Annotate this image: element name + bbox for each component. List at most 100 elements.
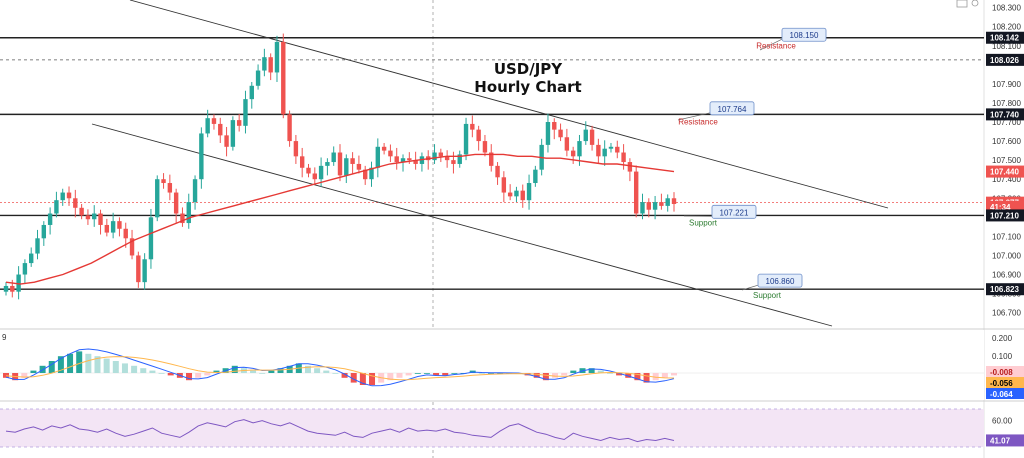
macd-bar-58 [533, 373, 540, 378]
macd-bar-64 [588, 368, 595, 373]
macd-bar-48 [442, 373, 449, 376]
candle-body-25 [161, 179, 166, 184]
macd-bar-18 [167, 373, 174, 376]
candle-body-60 [381, 146, 387, 151]
macd-panel: 9 0.200 0.100 -0.008 -0.056 -0.064 [0, 330, 1024, 400]
candle-body-39 [249, 85, 254, 100]
macd-bar-54 [497, 373, 504, 374]
macd-bar-13 [121, 363, 128, 373]
candle-body-28 [180, 213, 185, 224]
macd-bar-20 [186, 373, 193, 381]
macd-bar-61 [561, 373, 568, 376]
candle-body-95 [602, 148, 607, 157]
macd-bar-21 [195, 373, 202, 378]
macd-bar-70 [643, 373, 650, 383]
candle-body-83 [526, 183, 532, 201]
macd-bar-10 [94, 356, 101, 373]
macd-bar-52 [478, 373, 485, 374]
price-tag-bg-2 [986, 108, 1024, 121]
candle-body-55 [350, 158, 355, 164]
candle-body-106 [671, 198, 677, 204]
candle-body-26 [167, 183, 173, 193]
rsi-panel: 60.00 41.07 [0, 408, 1024, 448]
candle-body-44 [281, 41, 286, 115]
candle-body-98 [621, 152, 626, 163]
candle-body-49 [312, 173, 317, 180]
candle-body-100 [633, 171, 639, 214]
rsi-tick-0: 60.00 [992, 417, 1013, 426]
candle-body-47 [299, 156, 305, 168]
candle-body-97 [615, 146, 620, 153]
candle-body-103 [652, 202, 658, 210]
gear-icon[interactable] [971, 0, 979, 7]
candle-body-75 [476, 129, 481, 142]
candle-body-16 [104, 224, 110, 233]
candle-body-6 [41, 224, 47, 239]
price-tick-11: 107.100 [992, 232, 1021, 241]
macd-bar-25 [231, 365, 238, 373]
price-tick-15: 106.700 [992, 309, 1021, 318]
candle-body-94 [596, 144, 601, 157]
candle-body-45 [287, 114, 292, 142]
macd-tag-1: -0.056 [990, 379, 1013, 388]
macd-line [5, 348, 675, 387]
price-tick-5: 107.700 [992, 118, 1021, 127]
callout-box-1 [709, 101, 755, 116]
candle-body-77 [489, 152, 494, 166]
annotation-resistance-0: Resistance [756, 42, 796, 51]
candle-body-10 [66, 192, 72, 199]
macd-bar-39 [359, 373, 366, 385]
macd-tag-2: -0.064 [990, 390, 1013, 399]
candle-body-78 [495, 165, 500, 178]
macd-bar-37 [341, 373, 348, 378]
candle-body-29 [186, 202, 191, 224]
price-tag-2: 107.740 [990, 110, 1019, 119]
macd-bar-46 [423, 373, 430, 374]
macd-bar-23 [213, 370, 220, 373]
candle-body-51 [325, 162, 330, 166]
settings-icon[interactable] [956, 0, 968, 8]
candle-body-71 [451, 160, 456, 164]
price-tick-0: 108.300 [992, 4, 1021, 13]
macd-bar-43 [396, 373, 403, 378]
candle-body-59 [375, 146, 381, 168]
macd-bar-7 [67, 353, 74, 373]
price-tick-7: 107.500 [992, 156, 1021, 165]
price-tick-6: 107.600 [992, 137, 1021, 146]
candle-body-48 [306, 167, 311, 174]
chart-title-line2: Hourly Chart [474, 78, 581, 96]
candle-body-101 [640, 202, 645, 214]
macd-bar-36 [332, 373, 339, 374]
macd-bar-35 [323, 370, 330, 373]
price-tick-13: 106.900 [992, 271, 1021, 280]
macd-bar-29 [268, 370, 275, 373]
price-tag-5: 41:34 [990, 203, 1011, 212]
price-tag-6: 107.210 [990, 211, 1019, 220]
macd-bar-72 [661, 373, 668, 378]
candle-body-50 [318, 165, 324, 180]
candle-body-54 [344, 158, 349, 176]
price-tick-2: 108.100 [992, 42, 1021, 51]
macd-bar-44 [405, 373, 412, 376]
macd-bar-71 [652, 373, 659, 381]
candle-body-68 [432, 152, 437, 161]
candle-body-42 [268, 57, 273, 73]
price-tick-1: 108.200 [992, 23, 1021, 32]
rsi-band [0, 409, 984, 447]
level-annotations: Resistance Resistance Support Support [678, 42, 796, 300]
candle-body-104 [659, 202, 664, 206]
callout-text-1: 107.764 [718, 105, 747, 114]
candle-body-84 [533, 169, 538, 184]
candle-body-33 [211, 118, 217, 124]
candle-body-89 [564, 137, 570, 151]
rsi-line [5, 419, 675, 443]
candle-body-31 [199, 133, 204, 180]
candle-body-76 [482, 141, 488, 153]
candle-body-52 [331, 152, 336, 163]
macd-bar-22 [204, 373, 211, 376]
price-tag-1: 108.026 [990, 56, 1019, 65]
candle-body-19 [123, 228, 128, 239]
toolbar-icons[interactable] [956, 0, 979, 8]
macd-bar-0 [3, 373, 9, 378]
